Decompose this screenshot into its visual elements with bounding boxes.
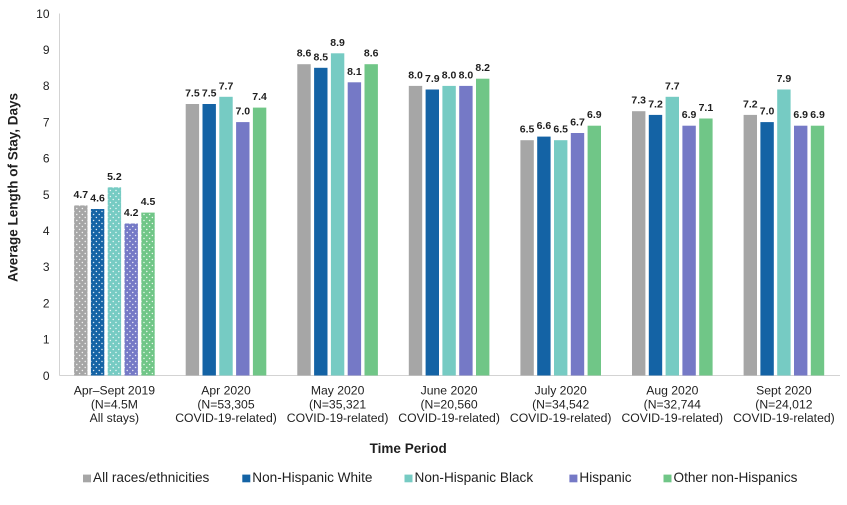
- svg-text:7.9: 7.9: [425, 73, 440, 85]
- svg-text:7.7: 7.7: [665, 80, 680, 92]
- svg-text:Sept 2020: Sept 2020: [756, 384, 812, 398]
- svg-text:0: 0: [43, 369, 50, 383]
- svg-text:9: 9: [43, 43, 50, 57]
- svg-text:6.9: 6.9: [810, 109, 825, 121]
- svg-text:COVID-19-related): COVID-19-related): [175, 411, 277, 425]
- svg-text:7: 7: [43, 115, 50, 129]
- svg-text:4.5: 4.5: [141, 196, 156, 208]
- svg-text:(N=24,012: (N=24,012: [755, 397, 812, 411]
- svg-text:8.6: 8.6: [364, 48, 379, 60]
- svg-text:6.9: 6.9: [793, 109, 808, 121]
- svg-text:Non-Hispanic White: Non-Hispanic White: [252, 470, 372, 485]
- svg-text:2: 2: [43, 296, 50, 310]
- svg-text:7.2: 7.2: [648, 98, 663, 110]
- svg-text:8: 8: [43, 79, 50, 93]
- svg-text:7.4: 7.4: [252, 91, 267, 103]
- svg-text:8.0: 8.0: [408, 69, 423, 81]
- svg-text:7.1: 7.1: [699, 102, 714, 114]
- svg-text:COVID-19-related): COVID-19-related): [398, 411, 500, 425]
- svg-text:(N=32,744: (N=32,744: [644, 397, 701, 411]
- svg-text:4.6: 4.6: [90, 193, 105, 205]
- svg-text:Apr 2020: Apr 2020: [201, 384, 251, 398]
- svg-text:Time Period: Time Period: [370, 441, 447, 456]
- svg-text:8.2: 8.2: [475, 62, 490, 74]
- svg-text:8.9: 8.9: [330, 37, 345, 49]
- svg-text:6.5: 6.5: [520, 124, 535, 136]
- svg-text:5.2: 5.2: [107, 171, 122, 183]
- svg-text:10: 10: [36, 7, 50, 21]
- svg-text:(N=35,321: (N=35,321: [309, 397, 366, 411]
- svg-text:4: 4: [43, 224, 50, 238]
- svg-text:COVID-19-related): COVID-19-related): [287, 411, 389, 425]
- svg-text:7.7: 7.7: [219, 80, 234, 92]
- svg-text:6: 6: [43, 152, 50, 166]
- svg-text:(N=53,305: (N=53,305: [197, 397, 254, 411]
- svg-text:Hispanic: Hispanic: [579, 470, 631, 485]
- svg-text:All stays): All stays): [90, 411, 139, 425]
- svg-text:(N=20,560: (N=20,560: [420, 397, 477, 411]
- svg-text:(N=34,542: (N=34,542: [532, 397, 589, 411]
- svg-text:1: 1: [43, 333, 50, 347]
- svg-text:7.3: 7.3: [631, 95, 646, 107]
- svg-text:Aug 2020: Aug 2020: [646, 384, 698, 398]
- svg-text:COVID-19-related): COVID-19-related): [621, 411, 723, 425]
- svg-text:7.0: 7.0: [760, 106, 775, 118]
- svg-text:7.5: 7.5: [202, 88, 217, 100]
- svg-text:COVID-19-related): COVID-19-related): [733, 411, 835, 425]
- svg-text:7.5: 7.5: [185, 88, 200, 100]
- svg-text:8.0: 8.0: [442, 69, 457, 81]
- svg-text:6.9: 6.9: [587, 109, 602, 121]
- svg-text:3: 3: [43, 260, 50, 274]
- svg-text:Other non-Hispanics: Other non-Hispanics: [674, 470, 798, 485]
- svg-text:6.9: 6.9: [682, 109, 697, 121]
- svg-text:All races/ethnicities: All races/ethnicities: [93, 470, 210, 485]
- svg-text:July 2020: July 2020: [535, 384, 587, 398]
- svg-text:8.5: 8.5: [313, 51, 328, 63]
- svg-text:Average Length of Stay, Days: Average Length of Stay, Days: [5, 93, 20, 282]
- svg-text:6.5: 6.5: [553, 124, 568, 136]
- svg-text:May 2020: May 2020: [311, 384, 365, 398]
- svg-text:8.0: 8.0: [459, 69, 474, 81]
- svg-text:7.2: 7.2: [743, 98, 758, 110]
- svg-text:4.7: 4.7: [73, 189, 88, 201]
- svg-text:(N=4.5M: (N=4.5M: [91, 397, 138, 411]
- svg-text:8.6: 8.6: [297, 48, 312, 60]
- svg-text:7.0: 7.0: [235, 106, 250, 118]
- svg-text:5: 5: [43, 188, 50, 202]
- svg-text:June 2020: June 2020: [421, 384, 478, 398]
- svg-text:Non-Hispanic Black: Non-Hispanic Black: [415, 470, 534, 485]
- svg-text:6.7: 6.7: [570, 117, 585, 129]
- svg-text:Apr–Sept 2019: Apr–Sept 2019: [74, 384, 156, 398]
- svg-text:COVID-19-related): COVID-19-related): [510, 411, 612, 425]
- svg-text:7.9: 7.9: [777, 73, 792, 85]
- svg-text:4.2: 4.2: [124, 207, 139, 219]
- svg-text:6.6: 6.6: [537, 120, 552, 132]
- svg-text:8.1: 8.1: [347, 66, 362, 78]
